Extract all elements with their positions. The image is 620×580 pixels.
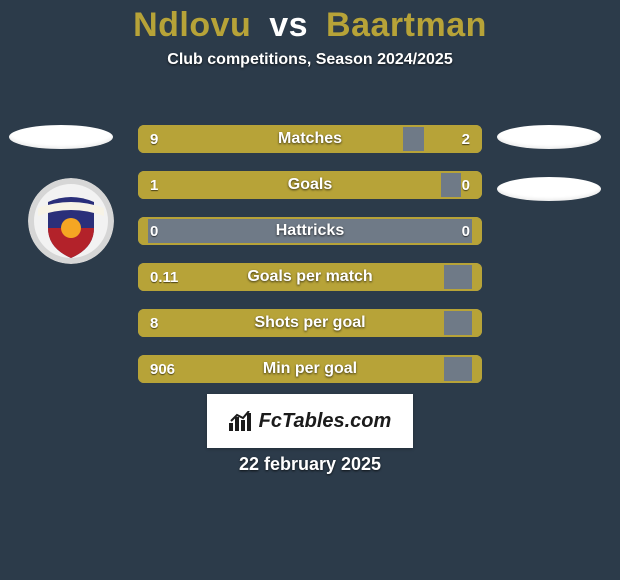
bar-row: 10Goals: [138, 171, 482, 199]
comparison-bars: 92Matches10Goals00Hattricks0.11Goals per…: [138, 125, 482, 401]
player1-flag-oval: [9, 125, 113, 149]
bar-segment-player2: [472, 309, 482, 337]
bar-row: 0 0Hattricks: [138, 217, 482, 245]
bar-segment-player2: [424, 125, 482, 153]
value-player1: 0.11: [150, 263, 178, 291]
bar-segment-player1: [138, 217, 148, 245]
title-player2: Baartman: [326, 6, 487, 44]
value-player2: 0: [462, 171, 470, 199]
value-player2: 2: [462, 125, 470, 153]
metric-label: Hattricks: [138, 217, 482, 245]
player2-flag-oval: [497, 125, 601, 149]
title-vs: vs: [269, 6, 308, 44]
value-player1: 906: [150, 355, 175, 383]
bar-segment-player1: [138, 355, 444, 383]
bar-segment-player2: [472, 263, 482, 291]
date: 22 february 2025: [0, 454, 620, 475]
value-player1: 0: [150, 217, 158, 245]
stats-card: Ndlovu vs Baartman Club competitions, Se…: [0, 0, 620, 580]
bar-row: 906Min per goal: [138, 355, 482, 383]
fctables-watermark: FcTables.com: [207, 394, 413, 448]
bar-row: 8Shots per goal: [138, 309, 482, 337]
bar-segment-player1: [138, 125, 403, 153]
value-player1: 1: [150, 171, 158, 199]
bar-segment-player1: [138, 309, 444, 337]
bar-row: 0.11Goals per match: [138, 263, 482, 291]
bar-row: 92Matches: [138, 125, 482, 153]
subtitle: Club competitions, Season 2024/2025: [0, 51, 620, 69]
title: Ndlovu vs Baartman: [0, 0, 620, 45]
player2-club-oval: [497, 177, 601, 201]
shield-icon: [28, 178, 114, 264]
bar-segment-player2: [472, 217, 482, 245]
value-player1: 8: [150, 309, 158, 337]
player1-club-badge: [28, 178, 114, 264]
title-player1: Ndlovu: [133, 6, 251, 44]
value-player1: 9: [150, 125, 158, 153]
bar-segment-player1: [138, 171, 441, 199]
fctables-text: FcTables.com: [259, 410, 392, 433]
value-player2: 0: [462, 217, 470, 245]
chart-icon: [229, 411, 253, 431]
bar-segment-player1: [138, 263, 444, 291]
bar-segment-player2: [472, 355, 482, 383]
